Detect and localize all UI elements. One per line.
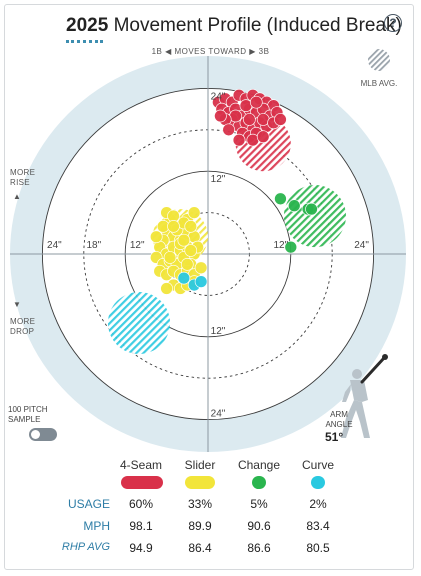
pill-change	[252, 476, 266, 489]
col-header-slider: Slider	[184, 458, 216, 472]
title-underline	[66, 40, 103, 43]
rise-arrow-icon: ▲	[13, 192, 21, 201]
mph-change: 90.6	[247, 519, 271, 533]
row-label-mph: MPH	[83, 519, 110, 533]
point-slider	[149, 230, 163, 244]
point-change	[284, 240, 298, 254]
sample-toggle-label: 100 PITCH SAMPLE	[8, 405, 48, 425]
ring-label-bottom-24: 24"	[211, 409, 226, 420]
ring-labels: 24" 12" 12" 24" 24" 18" 12" 12" 24"	[47, 91, 369, 419]
point-4-seam	[222, 123, 236, 137]
point-4-seam	[249, 95, 263, 109]
rhp-avg-curve: 80.5	[306, 541, 330, 555]
title-year: 2025	[66, 15, 109, 36]
point-4-seam	[214, 109, 227, 123]
usage-curve: 2%	[309, 497, 327, 511]
pitcher-silhouette-icon	[341, 354, 388, 438]
point-change	[274, 192, 287, 206]
point-4-seam	[232, 133, 246, 147]
col-header-change: Change	[237, 458, 281, 472]
point-change	[287, 199, 301, 213]
row-label-usage: USAGE	[67, 497, 110, 511]
pitch-points	[149, 88, 318, 295]
point-4-seam	[274, 113, 287, 126]
point-curve	[177, 271, 191, 285]
rhp-avg-slider: 86.4	[188, 541, 212, 555]
point-slider	[184, 244, 198, 257]
point-4-seam	[256, 130, 270, 144]
more-rise-text: MORE RISE	[10, 168, 36, 187]
point-slider	[167, 220, 180, 233]
col-header-curve: Curve	[301, 458, 334, 472]
more-drop-text: MORE DROP	[10, 317, 36, 336]
arm-angle-text: ARM ANGLE	[325, 410, 353, 429]
rhp-avg-4-seam: 94.9	[129, 541, 153, 555]
mlb-avg-curve	[107, 291, 171, 355]
mlb-avg-legend: MLB AVG.	[354, 48, 404, 88]
mlb-avg-change	[283, 185, 347, 248]
mph-4-seam: 98.1	[129, 519, 153, 533]
row-label-rhp-avg: RHP AVG	[61, 541, 110, 553]
ring-label-right-12: 12"	[273, 240, 288, 251]
pill-slider	[185, 476, 215, 489]
pill-curve	[311, 476, 325, 489]
mlb-avg-label: MLB AVG.	[360, 79, 398, 88]
moves-toward-label: 1B ◀ MOVES TOWARD ▶ 3B	[151, 47, 270, 56]
help-icon[interactable]: ?	[384, 14, 402, 32]
ring-label-left-18: 18"	[86, 240, 101, 251]
point-curve	[194, 275, 208, 288]
ring-label-left-12: 12"	[130, 240, 145, 251]
ring-label-right-24: 24"	[354, 240, 369, 251]
point-change	[305, 202, 318, 216]
ring-label-top-24: 24"	[211, 91, 226, 102]
sample-label-text: 100 PITCH SAMPLE	[8, 405, 48, 424]
point-slider	[194, 261, 208, 275]
point-slider	[187, 206, 201, 219]
point-slider	[180, 258, 194, 271]
more-rise-label: MORE RISE	[10, 168, 35, 188]
point-slider	[184, 220, 198, 233]
ring-label-left-24: 24"	[47, 240, 62, 251]
point-slider	[163, 251, 177, 264]
col-header-4-seam: 4-Seam	[119, 458, 163, 472]
usage-4-seam: 60%	[128, 497, 154, 511]
mph-curve: 83.4	[306, 519, 330, 533]
drop-arrow-icon: ▼	[13, 300, 21, 309]
card-frame	[4, 4, 414, 570]
rhp-avg-change: 86.6	[247, 541, 271, 555]
point-slider	[160, 282, 173, 295]
toggle-knob	[31, 430, 40, 439]
point-slider	[177, 233, 191, 247]
ring-label-top-12: 12"	[211, 174, 226, 185]
mph-slider: 89.9	[188, 519, 212, 533]
usage-slider: 33%	[187, 497, 213, 511]
arm-angle-value: 51°	[325, 430, 344, 444]
title-text: Movement Profile (Induced Break)	[113, 15, 402, 36]
ring-label-bottom-12: 12"	[211, 326, 226, 337]
usage-change: 5%	[250, 497, 268, 511]
point-4-seam	[243, 113, 256, 126]
sample-toggle[interactable]	[29, 428, 57, 441]
arm-angle-label: ARM ANGLE	[324, 410, 354, 430]
pill-4-seam	[121, 476, 163, 489]
mlb-avg-swatch-icon	[368, 49, 390, 71]
more-drop-label: MORE DROP	[10, 317, 35, 337]
page-title: 2025 Movement Profile (Induced Break)	[66, 15, 402, 37]
